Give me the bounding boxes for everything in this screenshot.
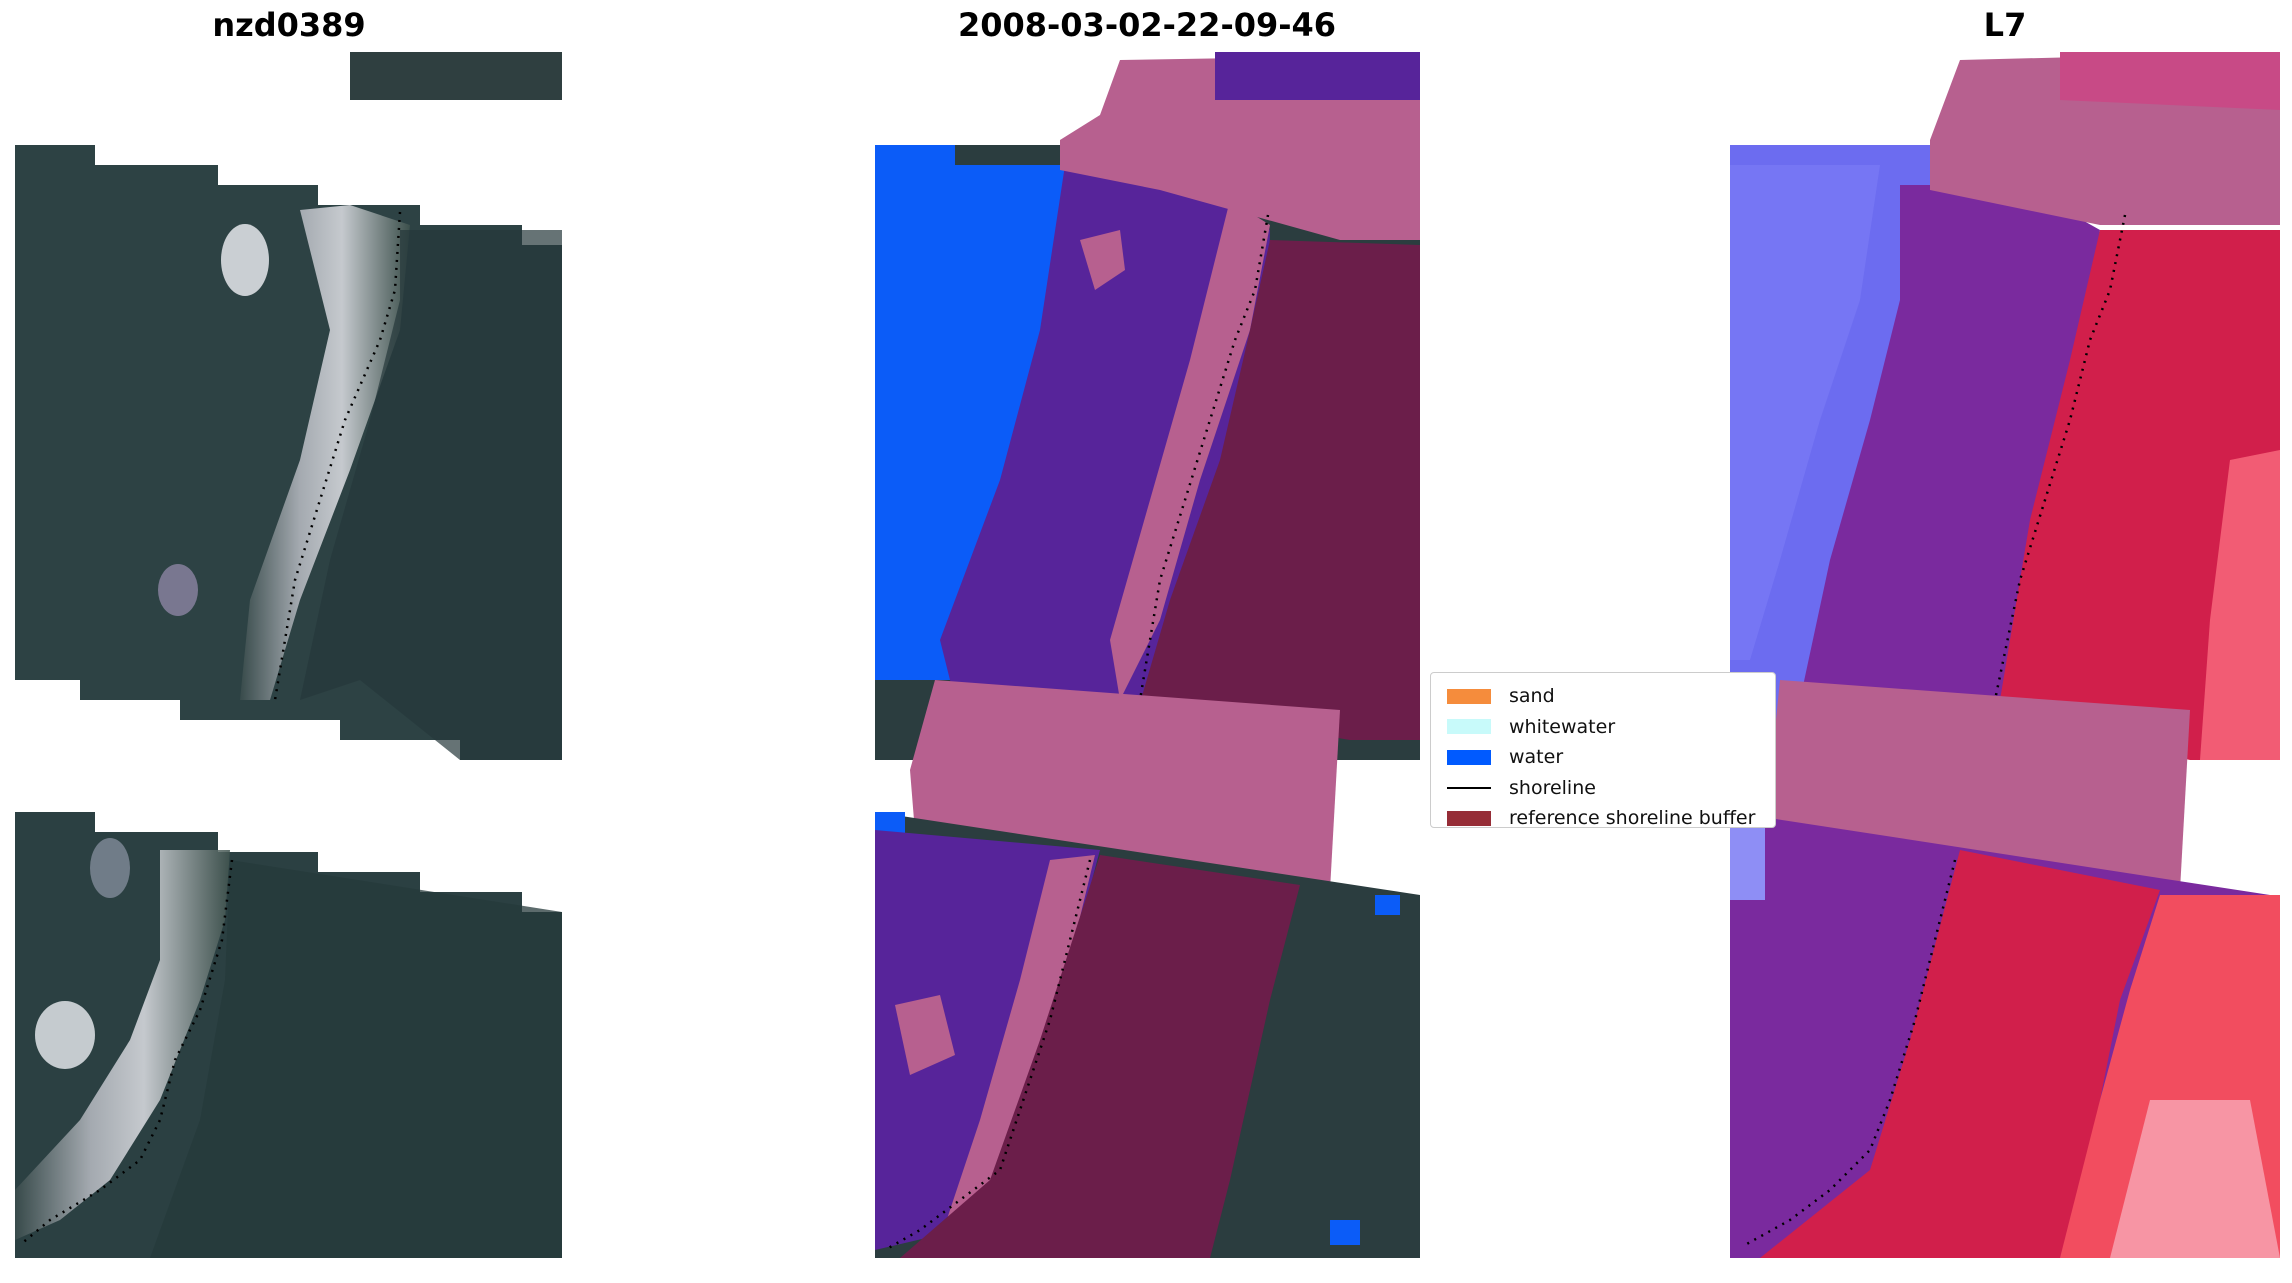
legend-item-reference-buffer: reference shoreline buffer [1447, 803, 1775, 834]
whitewater-swatch [1447, 719, 1491, 735]
legend-item-sand: sand [1447, 681, 1775, 712]
classified-top-tile [875, 52, 1420, 895]
panel-title-index: L7 [1983, 6, 2027, 44]
legend-item-shoreline: shoreline [1447, 773, 1775, 804]
index-bottom-tile [1730, 812, 2280, 1258]
sand-swatch [1447, 688, 1491, 704]
legend-item-whitewater: whitewater [1447, 712, 1775, 743]
panel-title-rgb: nzd0389 [212, 6, 366, 44]
legend: sand whitewater water shoreline referenc… [1430, 672, 1776, 829]
legend-label: water [1509, 746, 1564, 769]
rgb-shoreline-bottom [19, 859, 234, 1246]
rgb-top-tile [15, 145, 562, 760]
rgb-top-strip [350, 52, 562, 100]
legend-item-water: water [1447, 742, 1775, 773]
classified-bottom-tile [875, 812, 1420, 1258]
buffer-region-top [1060, 55, 1420, 240]
shoreline-line-icon [1447, 786, 1491, 789]
index-top-tile [1730, 52, 2280, 895]
buffer-swatch [1447, 810, 1491, 826]
legend-label: shoreline [1509, 776, 1596, 799]
legend-label: reference shoreline buffer [1509, 807, 1756, 830]
rgb-bottom-tile [15, 812, 562, 1258]
legend-label: sand [1509, 685, 1555, 708]
panel-title-classified: 2008-03-02-22-09-46 [957, 6, 1337, 44]
water-swatch [1447, 749, 1491, 765]
rgb-shoreline-top [273, 211, 402, 701]
legend-label: whitewater [1509, 715, 1616, 738]
